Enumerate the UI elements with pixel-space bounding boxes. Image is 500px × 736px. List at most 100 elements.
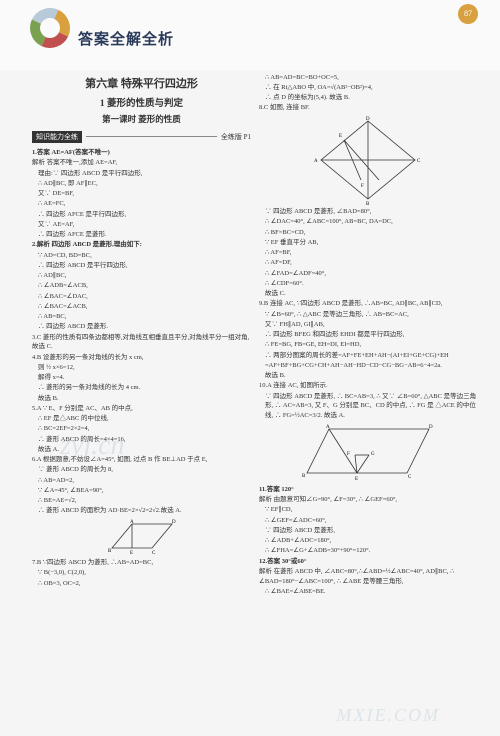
logo-ring-icon — [24, 2, 75, 53]
text: ∴ ∠FAD=∠ADF=40°, — [259, 269, 478, 279]
page-number-badge: 87 — [458, 4, 478, 24]
svg-text:E: E — [130, 551, 133, 556]
q11-expl: 解析 由题意可知∠G=90°, ∠F=30°, ∴ ∠GEF=60°, — [259, 495, 478, 505]
q12-answer: 12.答案 30°或60° — [259, 557, 478, 567]
text: ∴ BC=2EF=2×2=4, — [32, 424, 251, 434]
text: ∴ AF=BF, — [259, 248, 478, 258]
q6: 6.A 根据题意,不妨设∠A=45°, 如图, 过点 B 作 BE⊥AD 于点 … — [32, 455, 251, 465]
text: ∵ 四边形 ABCD 是菱形, — [259, 526, 478, 536]
q1-expl: 解析 答案不唯一,添加 AE=AF, — [32, 158, 251, 168]
svg-text:D: D — [172, 520, 176, 525]
text: ∴ 在 Rt△ABO 中, OA=√(AB²−OB²)=4, — [259, 83, 478, 93]
text: ∴ ∠DAC=40°, ∠ABC=100°, AB=BC, DA=DC, — [259, 217, 478, 227]
text: ∴ AE=FC, — [32, 199, 251, 209]
text: ∴ 四边形 ABCD 是菱形. — [32, 322, 251, 332]
text: ∴ 四边形 AFCE 是菱形. — [32, 230, 251, 240]
text: ∴ AB=BC, — [32, 312, 251, 322]
text: ∴ ∠CDF=60°. — [259, 279, 478, 289]
text: ∵ 四边形 ABCD 是菱形, ∴ BC=AB=3, ∴ 又∵ ∠B=60°, … — [259, 392, 478, 421]
text: 故选 C. — [259, 289, 478, 299]
text: 解得 x=4. — [32, 373, 251, 383]
text: ∴ 两部分图案的周长的差=AF+FE+EH+AH−(AI+EI+GE+CG)+E… — [259, 351, 478, 361]
text: ∵ B(−3,0), C(2,0), — [32, 568, 251, 578]
text: 故选 B. — [32, 394, 251, 404]
text: ∴ 四边形 ABCD 是平行四边形, — [32, 261, 251, 271]
q1-answer: 1.答案 AE=AF(答案不唯一) — [32, 148, 251, 158]
text: 理由:∵ 四边形 ABCD 是平行四边形, — [32, 169, 251, 179]
text: ∴ ∠FHA=∠G+∠ADB=30°+90°=120°. — [259, 546, 478, 556]
svg-text:A: A — [326, 425, 330, 430]
text: ∴ ∠ADB+∠ADC=180°, — [259, 536, 478, 546]
text: ∴ ∠ADB=∠ACB, — [32, 281, 251, 291]
left-column: 第六章 特殊平行四边形 1 菱形的性质与判定 第一课时 菱形的性质 知识能力全练… — [32, 72, 251, 597]
q11-answer: 11.答案 120° — [259, 485, 478, 495]
svg-text:A: A — [314, 159, 318, 164]
text: ∴ 四边形 BFEG 和四边形 EHDI 都是平行四边形, — [259, 330, 478, 340]
svg-text:G: G — [371, 452, 375, 457]
svg-text:E: E — [355, 477, 358, 482]
text: ∴ BF=BC=CD, — [259, 228, 478, 238]
text: ∴ FE=BG, FB=GE, EH=DI, EI=HD, — [259, 340, 478, 350]
q9: 9.B 连接 AC, ∵四边形 ABCD 是菱形, ∴AB=BC, AD∥BC,… — [259, 299, 478, 309]
text: ∴ 四边形 AFCE 是平行四边形, — [32, 210, 251, 220]
svg-text:B: B — [366, 202, 370, 205]
text: ∵ 四边形 ABCD 是菱形, ∠BAD=80°, — [259, 207, 478, 217]
svg-text:B: B — [108, 549, 112, 554]
text: ∵ ∠A=45°, ∠BEA=90°, — [32, 486, 251, 496]
text: ∴ EF 是△ABC 的中位线, — [32, 414, 251, 424]
text: ∵ EF 垂直平分 AB, — [259, 238, 478, 248]
text: ∵ 菱形 ABCD 的周长为 8, — [32, 465, 251, 475]
text: ∴ ∠GEF=∠ADC=60°, — [259, 516, 478, 526]
svg-text:D: D — [429, 425, 433, 430]
text: ∴ BE=AE=√2, — [32, 496, 251, 506]
text: ∵ AD=CD, BD=BC, — [32, 251, 251, 261]
q2-analysis: 2.解析 四边形 ABCD 是菱形,理由如下: — [32, 240, 251, 250]
text: ∴ ∠BAE=∠ABE=BE. — [259, 587, 478, 597]
q4: 4.B 设菱形的另一条对角线的长为 x cm, — [32, 353, 251, 363]
svg-text:B: B — [302, 474, 306, 479]
text: ∴ AB=AD=BC=BO+OC=5, — [259, 73, 478, 83]
svg-text:C: C — [152, 551, 156, 556]
text: 又∵ AE=AF, — [32, 220, 251, 230]
q10: 10.A 连接 AC, 如图所示. — [259, 381, 478, 391]
text: ∴ AD∥BC, — [32, 271, 251, 281]
text: ∴ 菱形 ABCD 的面积为 AD·BE=2×√2=2√2.故选 A. — [32, 506, 251, 516]
svg-text:C: C — [417, 159, 421, 164]
text: ∴ 点 D 的坐标为(5,4). 故选 B. — [259, 93, 478, 103]
text: 又∵ FH∥AD, GI∥AB, — [259, 320, 478, 330]
ability-label: 知识能力全练 — [32, 131, 82, 144]
figure-q8-rhombus: D C B A E F — [311, 115, 426, 205]
watermark-bottom: MXIE.COM — [337, 705, 440, 726]
text: ∴ ∠BAC=∠DAC, — [32, 292, 251, 302]
text: =AF+BF+BG+CG+CH+AH−AH−HD−CD−CG−BG−AB=6−4… — [259, 361, 478, 371]
q12-expl: 解析 在菱形 ABCD 中, ∠ABC=80°,∴∠ABD=½∠ABC=40°,… — [259, 567, 478, 587]
content-area: 第六章 特殊平行四边形 1 菱形的性质与判定 第一课时 菱形的性质 知识能力全练… — [0, 70, 500, 605]
text: ∴ AB=AD=2, — [32, 476, 251, 486]
text: 故选 B. — [259, 371, 478, 381]
text: ∴ ∠BAC=∠ACB, — [32, 302, 251, 312]
q5: 5.A ∵ E、F 分别是 AC、AB 的中点, — [32, 404, 251, 414]
q7: 7.B ∵四边形 ABCD 为菱形, ∴AB=AD=BC, — [32, 558, 251, 568]
svg-text:C: C — [408, 475, 412, 480]
page-header: 答案全解全析 87 — [0, 0, 500, 70]
text: ∴ 菱形 ABCD 的周长=4×4=16, — [32, 435, 251, 445]
right-column: ∴ AB=AD=BC=BO+OC=5, ∴ 在 Rt△ABO 中, OA=√(A… — [259, 72, 478, 597]
text: 则 ½ x×6=12, — [32, 363, 251, 373]
text: ∵ EF∥CD, — [259, 505, 478, 515]
svg-text:A: A — [130, 520, 134, 525]
chapter-title: 第六章 特殊平行四边形 — [32, 76, 251, 93]
ability-bar: 知识能力全练 全练版 P1 — [32, 128, 251, 147]
q8: 8.C 如图, 连接 BF. — [259, 103, 478, 113]
header-title: 答案全解全析 — [78, 28, 174, 49]
q3: 3.C 菱形的性质有四条边都相等,对角线互相垂直且平分,对角线平分一组对角,故选… — [32, 333, 251, 353]
text: ∴ AD∥BC, 即 AF∥EC, — [32, 179, 251, 189]
figure-q6-rhombus: A D B E C — [102, 518, 182, 556]
text: ∵ ∠B=60°, ∴ △ABC 是等边三角形, ∴ AB=BC=AC, — [259, 310, 478, 320]
lesson-title: 第一课时 菱形的性质 — [32, 113, 251, 126]
svg-text:F: F — [361, 184, 364, 189]
section-title: 1 菱形的性质与判定 — [32, 97, 251, 111]
svg-text:D: D — [366, 117, 370, 122]
figure-q10-parallelogram: AD BE GF C — [299, 423, 439, 483]
page-ref: 全练版 P1 — [221, 132, 251, 143]
svg-text:E: E — [339, 134, 342, 139]
